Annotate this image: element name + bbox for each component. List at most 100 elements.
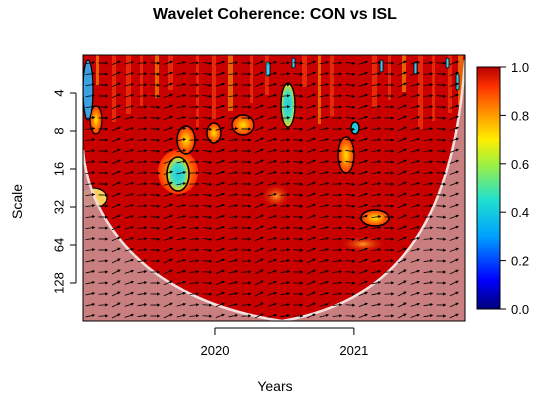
phase-arrow xyxy=(85,182,96,186)
phase-arrow xyxy=(150,160,161,164)
phase-arrow xyxy=(423,105,434,109)
phase-arrow xyxy=(124,236,135,241)
phase-arrow xyxy=(267,93,278,98)
phase-arrow xyxy=(111,82,121,88)
phase-arrow xyxy=(319,269,330,274)
phase-arrow xyxy=(358,148,369,153)
phase-arrow xyxy=(254,126,264,132)
phase-arrow xyxy=(358,291,368,296)
phase-arrow xyxy=(436,248,447,252)
phase-arrow xyxy=(306,104,316,109)
phase-arrow xyxy=(124,269,135,274)
phase-arrow xyxy=(163,313,173,319)
phase-arrow xyxy=(293,204,304,208)
phase-arrow xyxy=(202,204,213,208)
phase-arrow xyxy=(410,214,421,219)
phase-arrow xyxy=(176,237,187,241)
phase-arrow xyxy=(371,149,382,153)
phase-arrow xyxy=(436,204,447,208)
phase-arrow xyxy=(397,82,407,88)
phase-arrow xyxy=(410,82,421,87)
streak xyxy=(265,61,271,77)
phase-arrow xyxy=(254,181,264,187)
phase-arrow xyxy=(410,280,421,285)
phase-arrow xyxy=(449,148,459,153)
phase-arrow xyxy=(202,171,213,175)
phase-arrow xyxy=(202,61,213,65)
phase-arrow xyxy=(293,127,304,131)
phase-arrow xyxy=(280,292,291,296)
phase-arrow xyxy=(150,237,161,241)
phase-arrow xyxy=(202,215,213,219)
phase-arrow xyxy=(137,281,148,285)
phase-arrow xyxy=(137,182,148,186)
phase-arrow xyxy=(306,93,316,98)
phase-arrow xyxy=(280,171,291,175)
phase-arrow xyxy=(267,82,278,87)
phase-arrow xyxy=(358,137,369,142)
phase-arrow xyxy=(150,138,161,142)
phase-arrow xyxy=(267,137,278,142)
streak xyxy=(432,55,435,121)
phase-arrow xyxy=(254,115,264,121)
phase-arrow xyxy=(423,281,434,285)
phase-arrow xyxy=(306,115,316,120)
phase-arrow xyxy=(85,160,96,164)
phase-arrow xyxy=(397,214,407,220)
phase-arrow xyxy=(254,258,264,264)
phase-arrow xyxy=(410,137,421,142)
phase-arrow xyxy=(319,193,330,197)
phase-arrow xyxy=(254,247,264,253)
phase-arrow xyxy=(280,193,291,197)
phase-arrow xyxy=(397,181,407,187)
streak xyxy=(212,55,216,119)
phase-arrow xyxy=(228,149,239,153)
coherence-region xyxy=(360,209,390,227)
phase-arrow xyxy=(150,127,161,131)
phase-arrow xyxy=(176,269,187,274)
phase-arrow xyxy=(267,192,278,197)
phase-arrow xyxy=(358,104,369,109)
phase-arrow xyxy=(85,116,96,120)
phase-arrow xyxy=(449,258,459,264)
y-tick-label: 64 xyxy=(51,238,66,252)
phase-arrow xyxy=(293,72,304,76)
phase-arrow xyxy=(397,269,407,275)
colorbar-tick-label: 0.8 xyxy=(511,108,529,123)
phase-arrow xyxy=(345,215,356,219)
phase-arrow xyxy=(319,61,330,65)
phase-arrow xyxy=(163,82,173,87)
phase-arrow xyxy=(124,60,135,65)
coherence-region xyxy=(262,184,290,208)
phase-arrow xyxy=(228,226,239,230)
phase-arrow xyxy=(163,192,173,197)
phase-arrow xyxy=(371,258,382,263)
phase-arrow xyxy=(254,313,264,319)
phase-arrow xyxy=(397,258,407,264)
phase-arrow xyxy=(85,83,96,87)
phase-arrow xyxy=(410,71,421,76)
phase-arrow xyxy=(423,292,434,296)
phase-arrow xyxy=(189,303,200,307)
phase-arrow xyxy=(397,104,407,110)
phase-arrow xyxy=(176,204,187,208)
streak xyxy=(330,55,334,116)
phase-arrow xyxy=(345,94,356,98)
phase-arrow xyxy=(358,203,369,208)
phase-arrow xyxy=(371,138,382,142)
phase-arrow xyxy=(267,247,278,252)
phase-arrow xyxy=(111,115,121,121)
phase-arrow xyxy=(202,149,213,153)
phase-arrow xyxy=(436,215,447,219)
phase-arrow xyxy=(111,236,121,242)
phase-arrow xyxy=(111,203,121,209)
phase-arrow xyxy=(267,269,278,274)
colorbar-tick-label: 0.0 xyxy=(511,302,529,317)
phase-arrow xyxy=(436,105,447,109)
phase-arrow xyxy=(358,258,368,263)
phase-arrow xyxy=(202,72,213,76)
phase-arrow xyxy=(423,61,434,65)
streak xyxy=(228,55,233,111)
phase-arrow xyxy=(280,160,291,164)
streak xyxy=(155,55,159,98)
